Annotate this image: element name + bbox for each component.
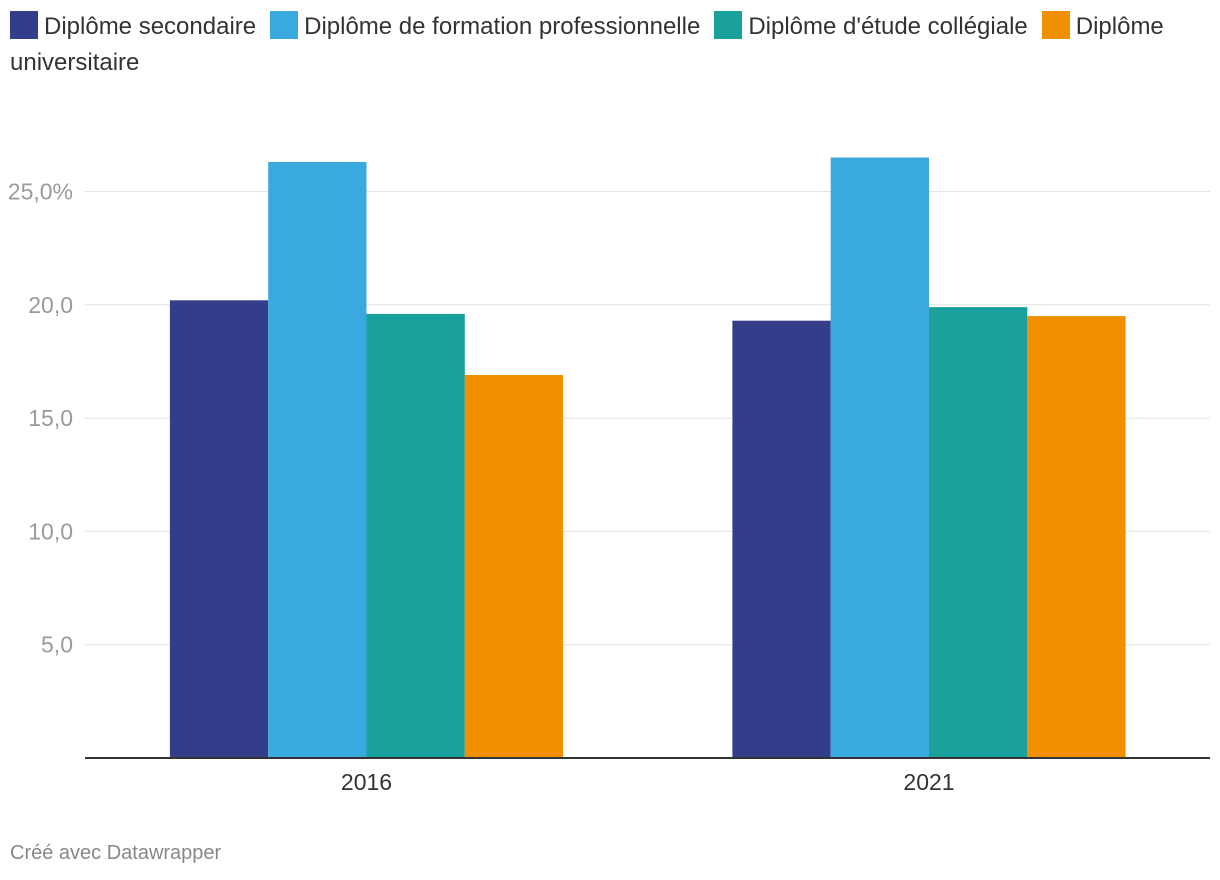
bar (366, 313, 465, 758)
bar (169, 300, 269, 758)
legend-swatch (270, 11, 299, 39)
bar (268, 162, 367, 758)
y-tick-label: 15,0 (28, 405, 73, 431)
bar (929, 307, 1028, 758)
y-tick-label: 5,0 (41, 632, 73, 658)
chart-legend: Diplôme secondaire Diplôme de formation p… (10, 9, 1210, 81)
y-tick-label: 20,0 (28, 292, 73, 318)
x-category-label: 2021 (903, 769, 954, 795)
legend-label: Diplôme secondaire (44, 13, 257, 40)
legend-item: Diplôme d'étude collégiale (714, 11, 1028, 40)
legend-item: Diplôme secondaire (10, 11, 257, 40)
legend-item: Diplôme de formation professionnelle (270, 11, 701, 40)
bar (830, 157, 929, 758)
legend-swatch (714, 11, 743, 39)
credit-text: Créé avec Datawrapper (10, 842, 222, 864)
y-tick-label: 25,0% (8, 179, 73, 205)
legend-label: Diplôme d'étude collégiale (748, 13, 1028, 40)
bar (732, 320, 831, 758)
bar (464, 375, 564, 758)
legend-label: Diplôme de formation professionnelle (304, 13, 701, 40)
legend-swatch (1041, 11, 1070, 39)
y-tick-label: 10,0 (28, 518, 73, 544)
legend-item: Diplôme universitaire (10, 11, 1164, 76)
legend-label: Diplôme universitaire (10, 13, 1164, 76)
legend-swatch (10, 11, 38, 39)
bar (1027, 316, 1126, 758)
x-category-label: 2016 (341, 769, 392, 795)
